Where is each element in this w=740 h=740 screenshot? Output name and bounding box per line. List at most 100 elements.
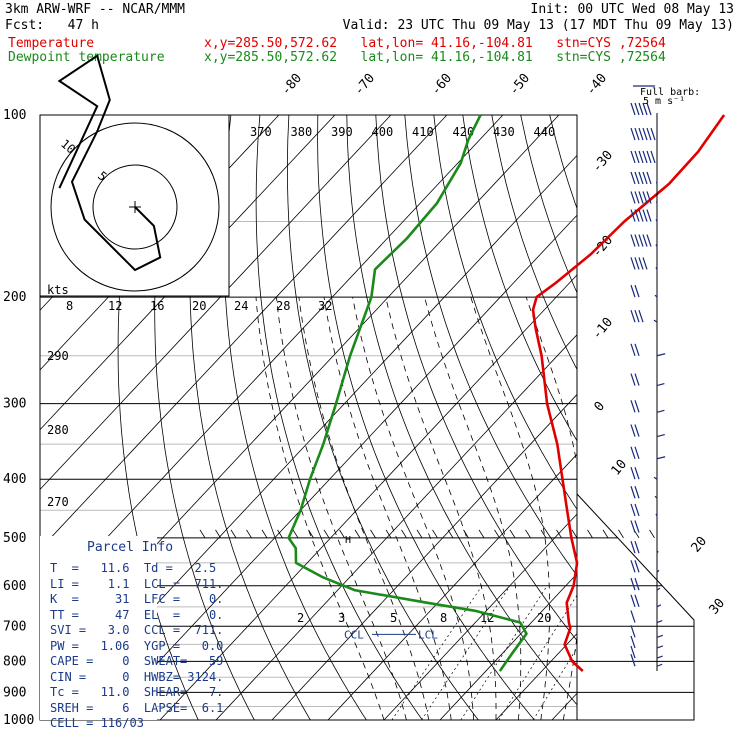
mixing-ratio-line <box>460 585 548 720</box>
lcl-label: LCL <box>418 628 438 641</box>
wind-barb-shaft <box>656 663 663 667</box>
isotherm-label: 0 <box>592 399 609 415</box>
parcel-info-title: Parcel Info <box>87 540 174 555</box>
mixing-ratio-line <box>391 585 483 720</box>
wind-barb-shaft <box>655 267 658 270</box>
isotherm-label: 30 <box>707 596 729 618</box>
wind-barb-feather <box>642 191 648 204</box>
wind-barb <box>630 284 658 298</box>
isotherm-label: -80 <box>279 71 306 99</box>
parcel-row: Tc = 11.0 SHEAR= 7. <box>50 685 224 699</box>
pressure-tick-label: 100 <box>3 108 26 123</box>
theta-e-label: 400 <box>372 125 394 139</box>
wind-barb-feather <box>634 257 640 270</box>
wind-barb-feather <box>630 486 636 499</box>
wind-barb-feather <box>630 309 636 323</box>
mixing-ratio-label: 16 <box>150 299 164 313</box>
legend-dewpoint: Dewpoint temperature <box>8 50 165 65</box>
isotherm-line <box>608 115 740 720</box>
wind-barb-feather <box>630 654 636 667</box>
isotherm-line <box>40 115 504 610</box>
pressure-tick-label: 300 <box>3 397 26 412</box>
wind-barb-feather <box>634 446 640 459</box>
wind-barb-shaft <box>655 181 658 185</box>
dry-adiabat <box>579 115 740 720</box>
mixing-ratio-label: 8 <box>66 299 73 313</box>
pressure-tick-label: 700 <box>3 619 26 634</box>
mixing-ratio-label: 20 <box>537 611 551 625</box>
isotherm-line <box>327 453 577 720</box>
isotherm-line <box>215 334 577 720</box>
mixing-ratio-label: 12 <box>108 299 122 313</box>
dry-adiabat <box>491 115 577 371</box>
wind-barb <box>630 127 658 141</box>
level-tick <box>463 529 469 539</box>
wind-barb-shaft <box>656 634 664 638</box>
parcel-row: CAPE = 0 SWEAT= 59 <box>50 654 224 668</box>
parcel-row: CELL = 116/03 <box>50 716 144 730</box>
level-tick <box>215 529 221 539</box>
wind-barb-feather <box>638 150 644 164</box>
isotherm-label: -70 <box>352 71 379 99</box>
dry-adiabat <box>223 115 367 720</box>
wind-barb-shaft <box>653 319 658 323</box>
wind-barb-feather <box>646 234 652 247</box>
parcel-row: SVI = 3.0 CCL = 711. <box>50 623 224 637</box>
dry-adiabat <box>462 115 577 442</box>
wind-barb-feather <box>630 625 636 638</box>
parcel-row: K = 31 LFC = 0. <box>50 592 224 606</box>
wind-barb-feather <box>630 520 636 533</box>
wind-barb-feather <box>642 171 648 185</box>
dry-adiabat <box>724 115 740 720</box>
wind-barb-feather <box>634 373 640 386</box>
wind-barb-feather <box>634 424 640 437</box>
wind-barb-feather <box>646 127 652 141</box>
dry-adiabat <box>346 115 577 706</box>
wind-barb-feather <box>646 150 652 164</box>
level-tick <box>478 529 485 539</box>
wind-barb-shaft <box>656 353 666 357</box>
wind-barb-feather <box>630 234 636 247</box>
wind-barb-feather <box>634 486 640 499</box>
dry-adiabat-label: 270 <box>47 495 69 509</box>
wind-barb-shaft <box>654 294 658 298</box>
wind-barb-shaft <box>656 619 663 624</box>
wind-barb-feather <box>634 127 640 141</box>
wind-barb-feather <box>642 209 648 222</box>
wind-barb-shaft <box>656 604 662 608</box>
init-time: Init: 00 UTC Wed 08 May 13 <box>530 2 735 17</box>
isotherm-line <box>40 115 448 550</box>
wind-barb-feather <box>630 446 636 459</box>
wind-barb-shaft <box>656 433 665 438</box>
wind-barb-feather <box>646 102 652 116</box>
wind-barb <box>630 446 666 460</box>
isotherm-label: -30 <box>590 148 617 176</box>
moist-adiabat <box>630 297 731 720</box>
wind-barb-feather <box>630 102 636 116</box>
wind-barb-feather <box>642 234 648 247</box>
wind-barb <box>630 191 658 204</box>
wind-barb-feather <box>630 171 636 185</box>
level-tick <box>525 529 531 539</box>
pressure-tick-label: 900 <box>3 685 26 700</box>
wind-barb-shaft <box>655 219 658 222</box>
level-tick <box>494 529 500 539</box>
wind-barb-feather <box>634 309 640 323</box>
wind-barb <box>630 400 665 413</box>
wind-barb-feather <box>638 191 644 204</box>
wind-barb-shaft <box>656 409 665 413</box>
barb-legend-unit: 5 m s⁻¹ <box>643 96 685 107</box>
isotherm-label: -50 <box>507 71 534 99</box>
theta-e-label: 410 <box>412 125 434 139</box>
wind-barb-feather <box>642 102 648 116</box>
level-tick <box>416 529 423 539</box>
pressure-tick-label: 500 <box>3 531 26 546</box>
wind-barb-shaft <box>653 476 658 480</box>
wind-barb-feather <box>634 234 640 247</box>
wind-barb-feather <box>630 540 636 554</box>
hodograph-ring <box>50 122 220 292</box>
wind-barb <box>630 625 664 638</box>
wind-barb-feather <box>634 467 640 480</box>
level-tick <box>370 529 376 539</box>
